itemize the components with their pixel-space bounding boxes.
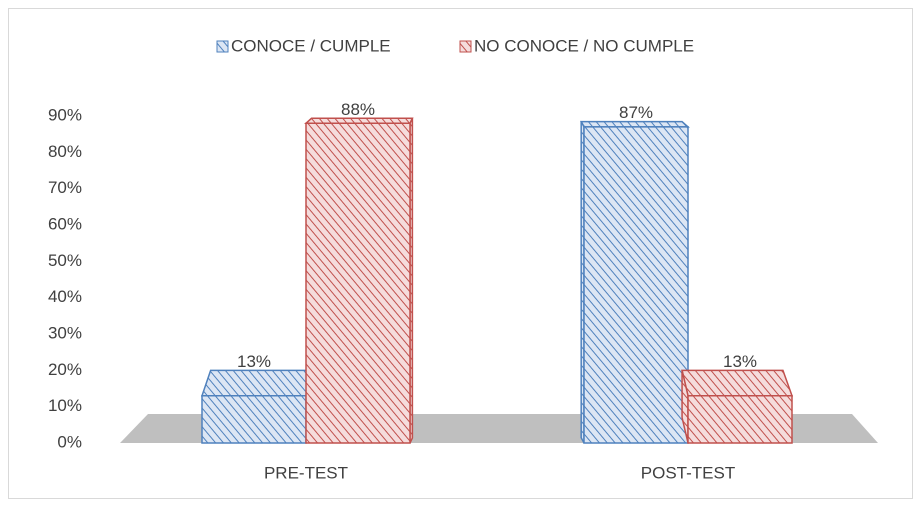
y-tick-label: 20%	[48, 360, 82, 379]
bar	[200, 369, 313, 444]
x-tick-label: PRE-TEST	[264, 463, 348, 482]
bar-top	[200, 369, 313, 397]
legend-swatch	[459, 40, 472, 53]
y-tick-label: 30%	[48, 323, 82, 342]
bar-front	[201, 395, 307, 444]
y-tick-label: 50%	[48, 251, 82, 270]
legend-label: NO CONOCE / NO CUMPLE	[474, 36, 694, 55]
y-tick-label: 40%	[48, 287, 82, 306]
legend-label: CONOCE / CUMPLE	[231, 36, 391, 55]
value-label: 87%	[619, 103, 653, 122]
value-label: 13%	[237, 352, 271, 371]
bar-front	[583, 126, 689, 444]
y-tick-label: 10%	[48, 396, 82, 415]
value-label: 88%	[341, 100, 375, 119]
y-tick-label: 80%	[48, 142, 82, 161]
y-tick-label: 70%	[48, 178, 82, 197]
y-tick-label: 60%	[48, 214, 82, 233]
y-tick-label: 90%	[48, 105, 82, 124]
bar	[304, 117, 414, 444]
legend-swatch	[216, 40, 229, 53]
x-tick-label: POST-TEST	[641, 463, 735, 482]
bar	[579, 120, 690, 444]
bar-top	[579, 120, 690, 128]
value-label: 13%	[723, 352, 757, 371]
bar-top	[681, 369, 794, 397]
y-tick-label: 0%	[57, 432, 82, 451]
bar	[681, 369, 794, 444]
bar-front	[305, 122, 411, 444]
bar-front	[687, 395, 793, 444]
